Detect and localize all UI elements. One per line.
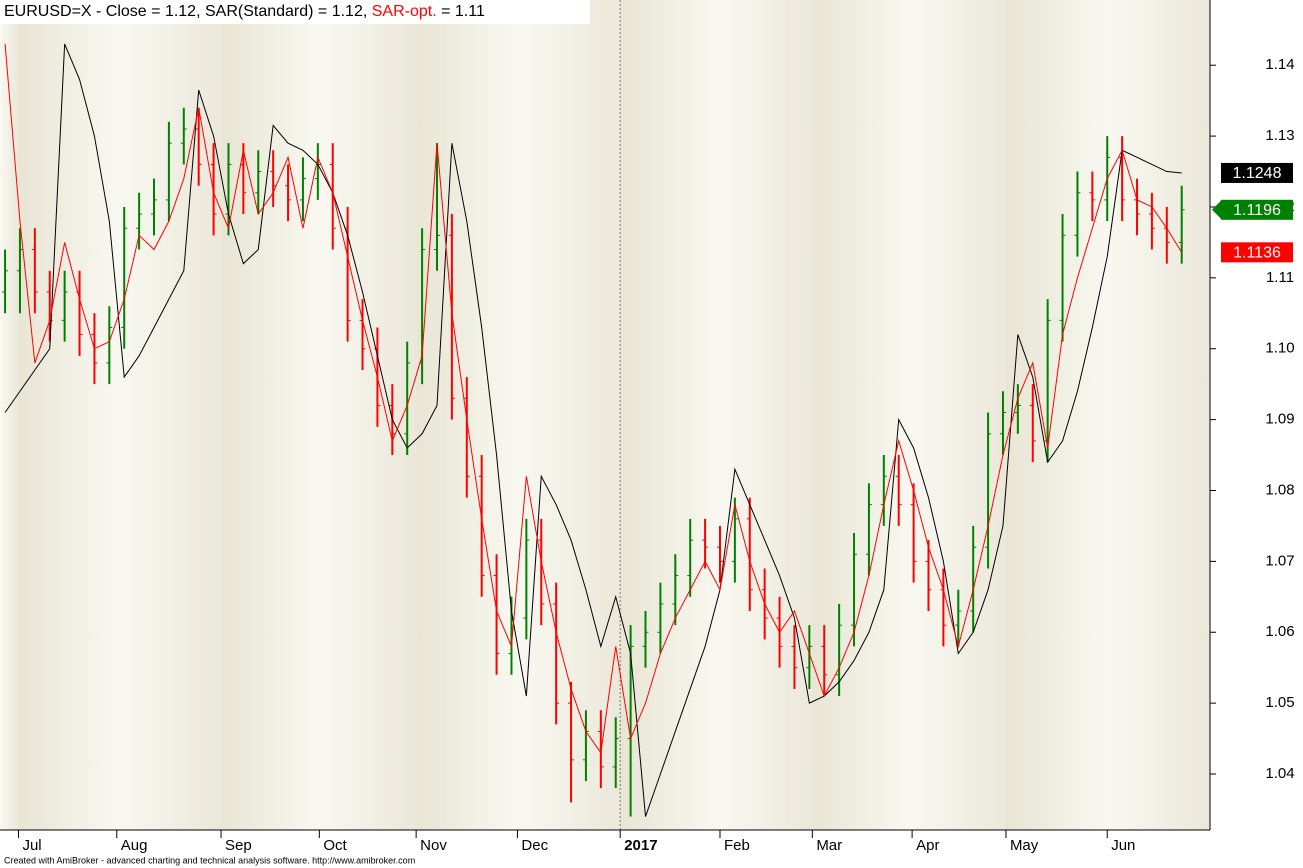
x-tick-label: Aug (121, 837, 148, 854)
title-bg (0, 0, 590, 24)
month-band (1005, 0, 1108, 830)
y-tick-label: 1.05 (1265, 694, 1294, 711)
x-tick-label: Apr (916, 837, 939, 854)
month-band (1107, 0, 1210, 830)
month-band (719, 0, 813, 830)
x-tick-label: Dec (521, 837, 548, 854)
x-tick-label: Oct (323, 837, 347, 854)
value-box (1221, 242, 1293, 263)
title-part: EURUSD=X - Close = 1.12, SAR(Standard) =… (4, 3, 372, 20)
month-band (620, 0, 720, 830)
y-tick-label: 1.04 (1265, 765, 1294, 782)
title-part: = 1.11 (437, 3, 485, 20)
value-box (1221, 162, 1293, 183)
y-tick-label: 1.06 (1265, 623, 1294, 640)
x-tick-label: Nov (420, 837, 447, 854)
axis-panel (1210, 0, 1303, 868)
value-label: 1.1196 (1233, 202, 1281, 219)
sar-line (4, 43, 1183, 755)
value-label: 1.1248 (1233, 165, 1282, 182)
x-tick-label: Jun (1111, 837, 1135, 854)
sar-line (4, 43, 1182, 817)
x-tick-label: May (1010, 837, 1039, 854)
x-tick-label: Mar (816, 837, 842, 854)
y-tick-label: 1.09 (1265, 411, 1294, 428)
x-tick-label: Jul (22, 837, 41, 854)
chart-title: EURUSD=X - Close = 1.12, SAR(Standard) =… (4, 3, 485, 20)
value-box (1221, 199, 1293, 220)
month-band (517, 0, 621, 830)
x-tick-label: 2017 (624, 837, 657, 854)
month-band (221, 0, 320, 830)
month-band (18, 0, 117, 830)
y-tick-label: 1.11 (1266, 269, 1294, 286)
y-tick-label: 1.13 (1265, 127, 1294, 144)
value-label: 1.1136 (1233, 245, 1281, 262)
axis-panel (0, 830, 1210, 868)
month-band (812, 0, 913, 830)
value-arrow (1212, 199, 1222, 220)
month-band (319, 0, 417, 830)
y-tick-label: 1.08 (1265, 481, 1294, 498)
y-tick-label: 1.10 (1265, 340, 1294, 357)
y-tick-label: 1.07 (1265, 552, 1294, 569)
x-tick-label: Sep (225, 837, 252, 854)
title-part: SAR-opt. (372, 3, 437, 20)
month-band (0, 0, 19, 830)
x-tick-label: Feb (724, 837, 750, 854)
footer: Created with AmiBroker - advanced charti… (4, 855, 415, 865)
month-band (912, 0, 1006, 830)
y-tick-label: 1.14 (1265, 56, 1294, 73)
